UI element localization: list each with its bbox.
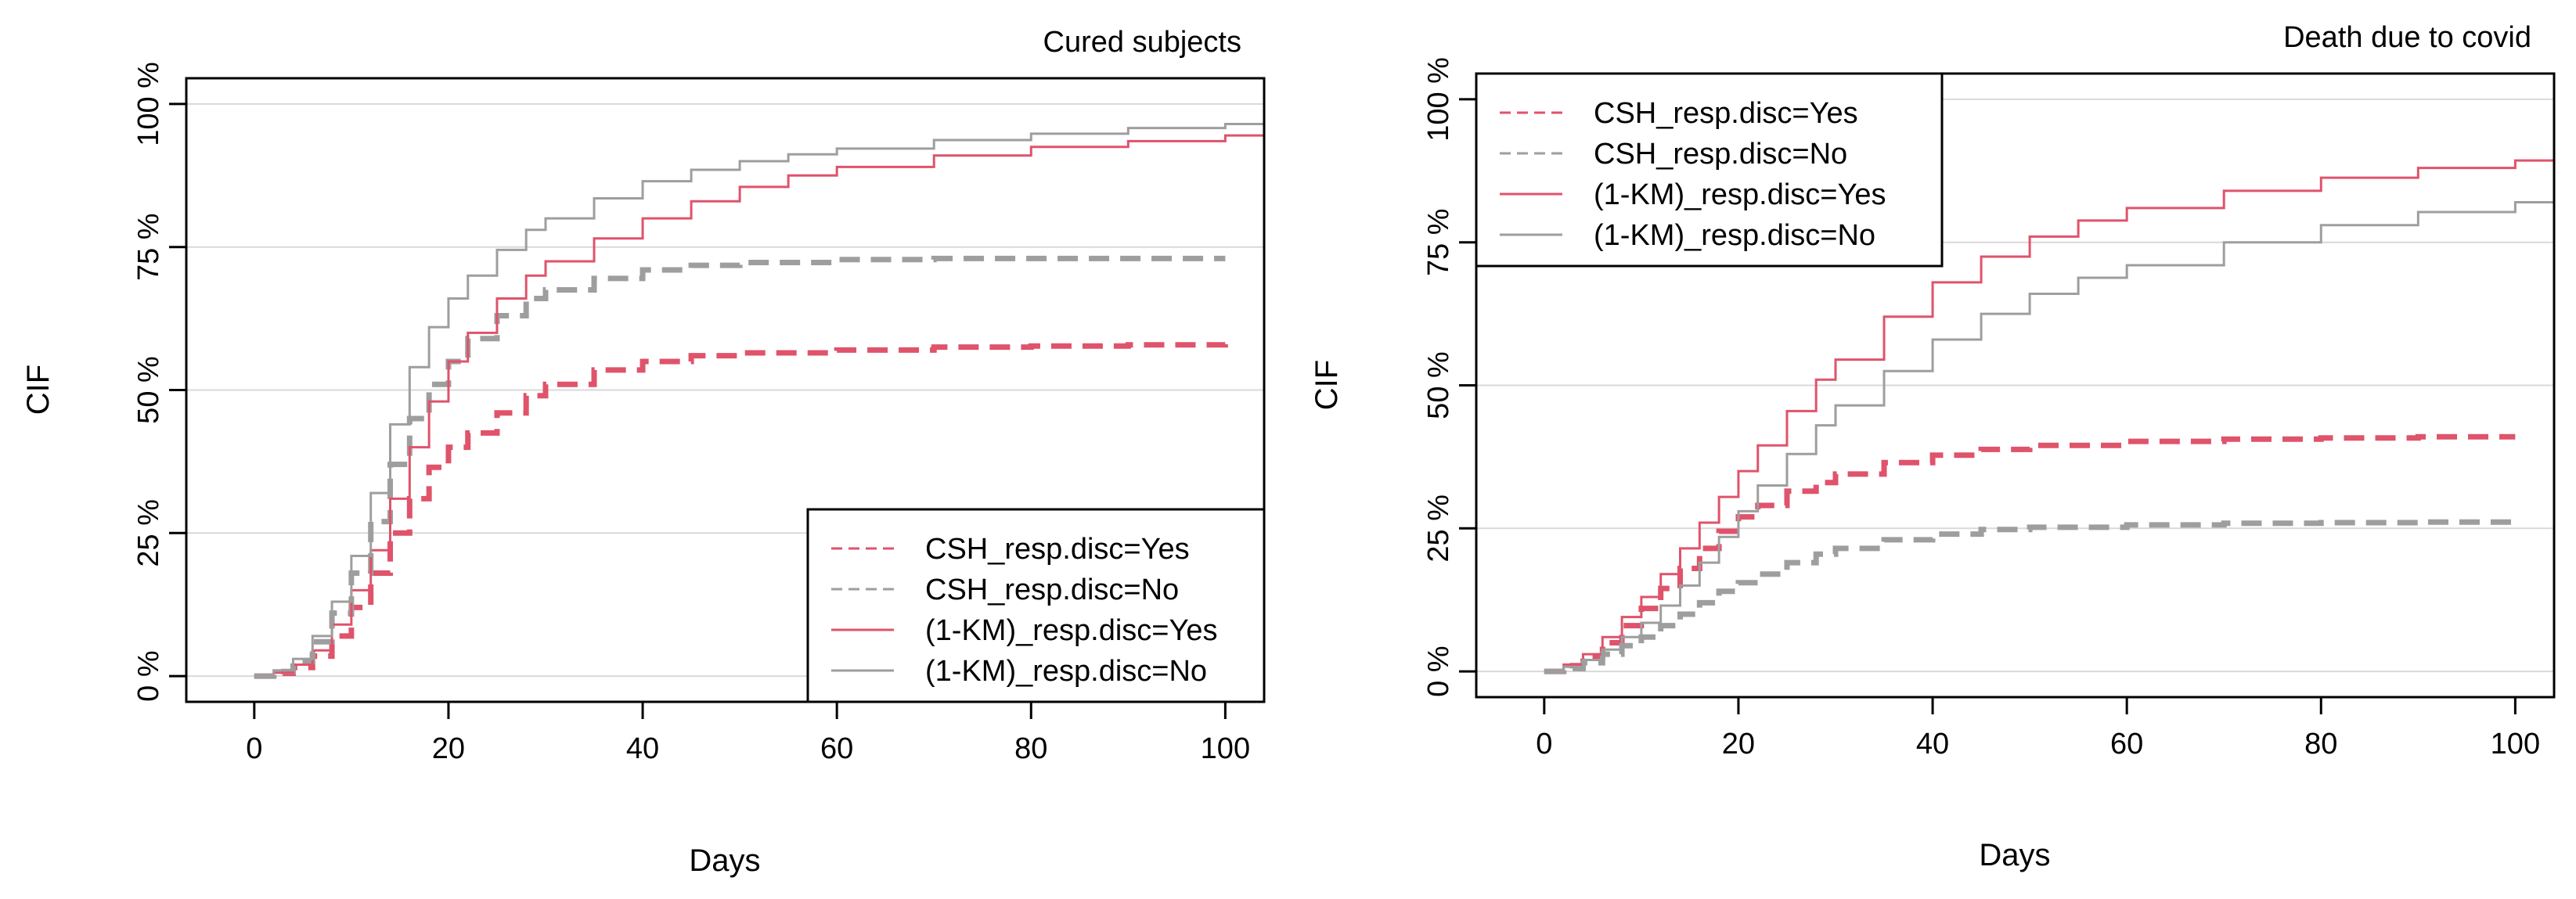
- y-axis: 0 % 25 % 50 % 75 % 100 %: [132, 62, 186, 702]
- x-tick-label: 60: [2110, 728, 2143, 761]
- y-tick-label: 100 %: [132, 62, 165, 146]
- x-axis: 0 20 40 60 80 100: [246, 700, 1250, 765]
- chart-title: Death due to covid: [2283, 21, 2531, 54]
- y-tick-label: 100 %: [1422, 57, 1455, 142]
- y-tick-label: 75 %: [132, 213, 165, 281]
- x-tick-label: 40: [626, 732, 659, 765]
- x-tick-label: 100: [1201, 732, 1250, 765]
- x-axis-label: Days: [1979, 838, 2050, 872]
- legend-label: (1-KM)_resp.disc=No: [1594, 219, 1875, 252]
- series-1-km-resp-disc-yes: [254, 132, 1266, 678]
- x-tick-label: 80: [2304, 728, 2337, 761]
- legend: CSH_resp.disc=Yes CSH_resp.disc=No (1-KM)_…: [1475, 72, 1944, 268]
- y-axis: 0 % 25 % 50 % 75 % 100 %: [1422, 57, 1476, 697]
- series-layer: [254, 120, 1266, 679]
- chart-title: Cured subjects: [1043, 26, 1241, 59]
- y-tick-label: 50 %: [1422, 351, 1455, 419]
- legend-label: (1-KM)_resp.disc=Yes: [1594, 178, 1886, 211]
- y-tick-label: 25 %: [1422, 494, 1455, 563]
- x-tick-label: 80: [1014, 732, 1047, 765]
- x-tick-label: 20: [432, 732, 465, 765]
- y-tick-label: 25 %: [132, 499, 165, 567]
- y-tick-label: 50 %: [132, 356, 165, 424]
- x-tick-label: 0: [1536, 728, 1552, 761]
- series-1-km-resp-disc-no: [254, 120, 1266, 678]
- y-axis-label: CIF: [1310, 360, 1344, 410]
- x-tick-label: 0: [246, 732, 262, 765]
- x-axis-label: Days: [689, 843, 760, 878]
- legend-label: CSH_resp.disc=Yes: [1594, 97, 1858, 130]
- legend-label: CSH_resp.disc=Yes: [925, 533, 1190, 566]
- y-tick-label: 0 %: [1422, 645, 1455, 696]
- chart-panel-cured-subjects: 0 20 40 60 80 100 0 % 25 % 50 % 75 % 100 % Cured …: [21, 26, 1266, 878]
- series-csh-resp-disc-no: [1544, 519, 2518, 674]
- y-tick-label: 75 %: [1422, 208, 1455, 276]
- legend: CSH_resp.disc=Yes CSH_resp.disc=No (1-KM)_…: [806, 508, 1266, 703]
- legend-label: CSH_resp.disc=No: [925, 574, 1179, 606]
- x-tick-label: 60: [820, 732, 853, 765]
- y-tick-label: 0 %: [132, 650, 165, 701]
- series-layer: [1544, 157, 2556, 674]
- series-1-km-resp-disc-no: [1544, 199, 2556, 673]
- chart-panel-death-due-to-covid: 0 20 40 60 80 100 0 % 25 % 50 % 75 % 100 % Death …: [1310, 21, 2556, 872]
- x-tick-label: 40: [1916, 728, 1949, 761]
- legend-label: CSH_resp.disc=No: [1594, 138, 1847, 171]
- legend-label: (1-KM)_resp.disc=No: [925, 655, 1207, 688]
- x-tick-label: 20: [1722, 728, 1755, 761]
- series-1-km-resp-disc-yes: [1544, 157, 2556, 673]
- x-axis: 0 20 40 60 80 100: [1536, 696, 2540, 761]
- x-tick-label: 100: [2491, 728, 2540, 761]
- series-csh-resp-disc-yes: [1544, 433, 2516, 674]
- y-axis-label: CIF: [21, 365, 56, 415]
- legend-label: (1-KM)_resp.disc=Yes: [925, 614, 1217, 647]
